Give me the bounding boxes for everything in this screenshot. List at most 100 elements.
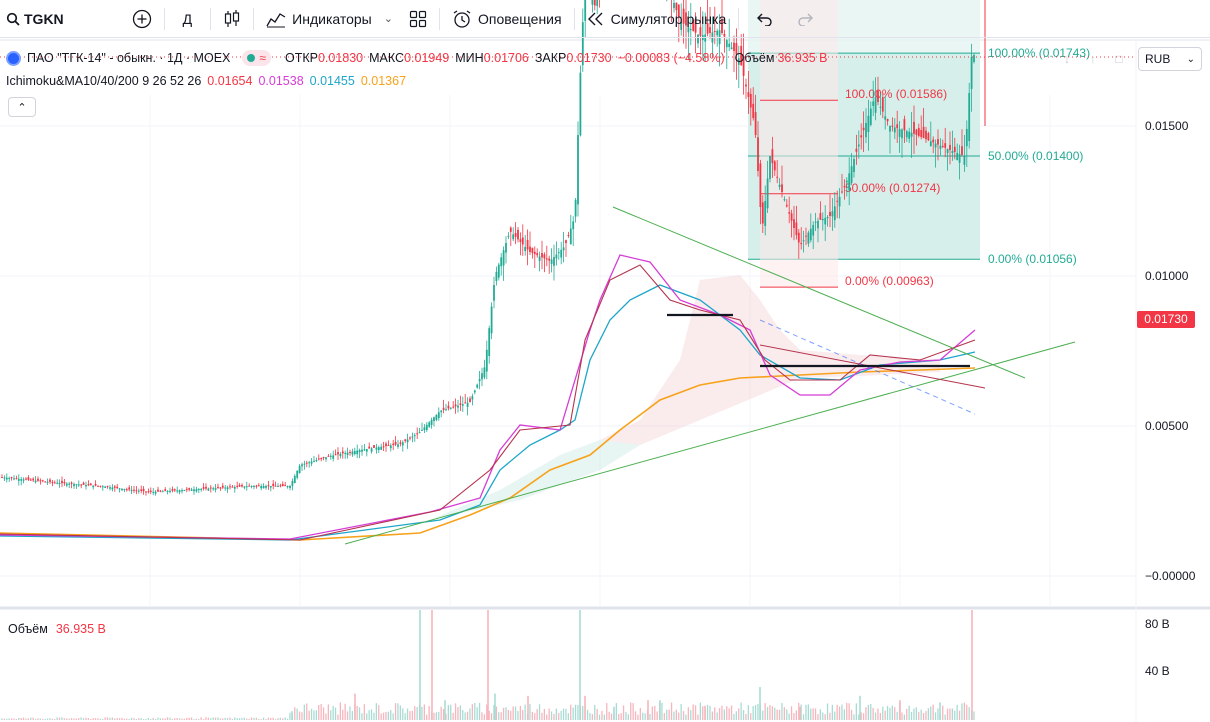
candle <box>53 480 56 484</box>
candle <box>699 6 702 55</box>
candle-body <box>826 216 829 219</box>
candle <box>562 231 565 263</box>
volume-bar <box>318 704 320 720</box>
candle <box>339 452 342 459</box>
candle-body <box>927 133 930 141</box>
volume-bar <box>620 713 622 720</box>
currency-select[interactable]: RUB ⌄ <box>1138 47 1202 71</box>
volume-bar <box>589 712 591 720</box>
candle-body <box>449 407 452 409</box>
candle <box>193 486 195 495</box>
candle <box>457 399 459 413</box>
volume-bar <box>152 717 154 720</box>
candle <box>17 474 20 486</box>
candle <box>10 476 13 481</box>
candle <box>896 110 899 143</box>
volume-bar <box>913 708 915 720</box>
layouts-button[interactable] <box>401 0 435 38</box>
candle-body <box>188 488 191 490</box>
chart-type-button[interactable] <box>215 0 249 38</box>
maximize-icon[interactable]: □ <box>1115 52 1123 66</box>
volume-bar <box>790 706 793 720</box>
move-down-icon[interactable]: ↓ <box>1064 52 1070 66</box>
candle-body <box>905 131 908 138</box>
volume-bar <box>330 710 332 720</box>
market-status-badge[interactable]: ≈ <box>242 50 271 66</box>
volume-bar <box>49 718 51 720</box>
volume-bar <box>922 713 925 720</box>
candle <box>233 485 236 493</box>
volume-bar <box>771 706 773 720</box>
redo-button[interactable] <box>787 0 823 38</box>
candle <box>37 476 39 482</box>
volume-bar <box>111 717 113 720</box>
compare-button[interactable] <box>124 0 160 38</box>
volume-bar <box>423 704 425 720</box>
volume-bar <box>478 702 481 720</box>
chevron-down-icon[interactable]: ⌄ <box>383 13 393 25</box>
candle-body <box>860 135 863 138</box>
volume-bar <box>702 706 704 720</box>
candle <box>725 38 728 70</box>
volume-bar <box>675 709 677 720</box>
volume-bar <box>116 718 118 720</box>
volume-bar <box>606 703 608 720</box>
volume-bar <box>404 713 406 720</box>
volume-bar <box>795 710 797 720</box>
volume-bar <box>493 704 495 720</box>
candle-body <box>557 252 560 254</box>
indicators-button[interactable]: Индикаторы ⌄ <box>258 0 401 38</box>
volume-bar <box>966 704 968 720</box>
volume-bar <box>462 709 464 720</box>
candle-body <box>915 129 918 135</box>
volume-bar <box>846 702 848 720</box>
collapse-legend-button[interactable]: ⌃ <box>8 97 36 117</box>
volume-bar <box>670 702 673 720</box>
candle <box>773 160 776 176</box>
candle-body <box>471 396 474 400</box>
candle-body <box>778 184 781 187</box>
candle <box>397 439 399 449</box>
volume-bar <box>226 718 229 720</box>
candle <box>754 94 757 138</box>
interval-button[interactable]: Д <box>169 0 206 38</box>
volume-bar <box>176 717 178 720</box>
volume-bar <box>862 713 865 720</box>
candle <box>296 470 299 480</box>
volume-bar <box>793 713 795 720</box>
move-up-icon[interactable]: ↑ <box>1090 52 1096 66</box>
volume-bar <box>78 718 80 720</box>
candle-body <box>812 224 815 236</box>
volume-bar <box>188 717 190 720</box>
candle <box>82 481 85 485</box>
candle <box>358 448 361 459</box>
volume-bar <box>930 706 932 720</box>
candle-body <box>788 212 791 214</box>
change-value: −0.00083 (−4.58%) <box>617 51 725 65</box>
indicator-legend[interactable]: Ichimoku&MA10/40/200 9 26 52 26 0.01654 … <box>6 74 406 88</box>
alerts-button[interactable]: Оповещения <box>444 0 570 38</box>
volume-bar <box>553 713 555 720</box>
candle <box>500 253 503 276</box>
symbol-search-button[interactable]: TGKN <box>0 0 72 38</box>
candle <box>538 251 541 272</box>
candle <box>757 121 759 177</box>
volume-bar <box>570 704 572 720</box>
undo-button[interactable] <box>743 0 787 38</box>
candle-body <box>111 487 114 490</box>
symbol-title[interactable]: ПАО "ТГК-14" - обыкн. · 1Д · MOEX <box>27 51 231 65</box>
replay-button[interactable]: Симулятор рынка <box>579 0 735 38</box>
candle-body <box>925 130 927 140</box>
volume-bar <box>697 714 699 720</box>
volume-bar <box>159 718 161 720</box>
candle <box>800 227 803 250</box>
candle <box>599 0 600 8</box>
low-value: 0.01706 <box>483 51 529 65</box>
volume-bar <box>234 717 236 720</box>
volume-bar <box>82 718 85 720</box>
candle <box>817 217 819 243</box>
candle <box>214 484 217 493</box>
volume-pane-label: Объём <box>8 622 48 636</box>
candle <box>689 3 692 46</box>
